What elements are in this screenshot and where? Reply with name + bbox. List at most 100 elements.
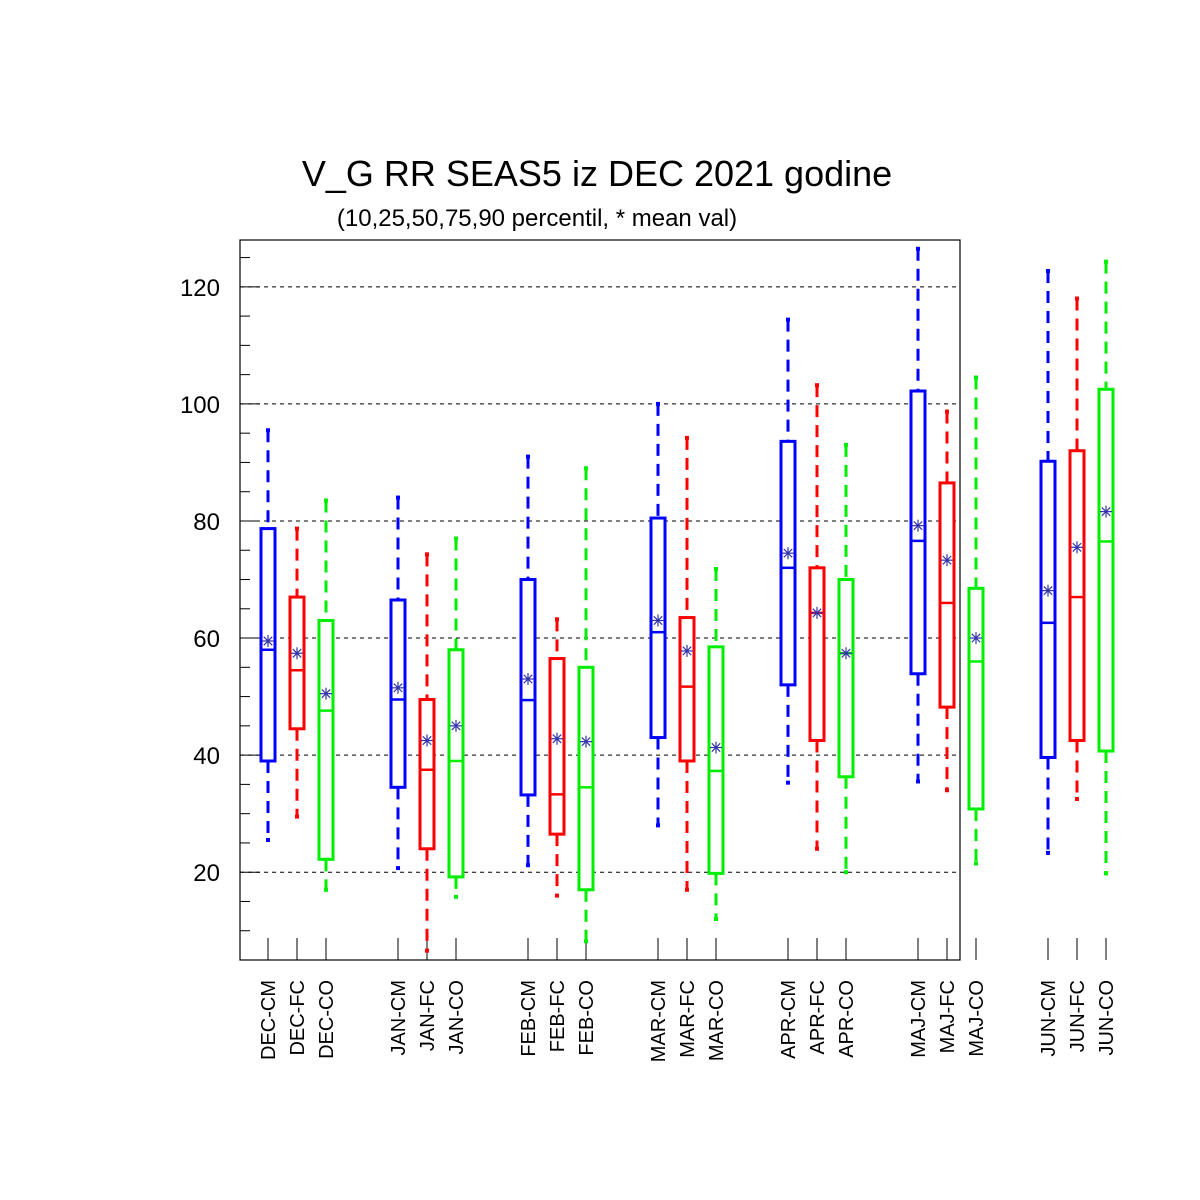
iqr-box [288, 595, 306, 731]
p90-marker [974, 375, 978, 380]
y-tick-label: 40 [193, 743, 220, 770]
iqr-box [1097, 387, 1115, 753]
p90-marker [324, 498, 328, 503]
p10-marker [1075, 797, 1079, 802]
p10-marker [656, 823, 660, 828]
mean-marker [710, 741, 722, 754]
iqr-box [779, 439, 797, 687]
p90-marker [1104, 259, 1108, 264]
p90-marker [656, 401, 660, 406]
p10-marker [425, 948, 429, 953]
p10-marker [526, 863, 530, 868]
box-maj-cm [909, 246, 927, 784]
x-tick-label: FEB-FC [547, 980, 569, 1052]
p90-marker [425, 552, 429, 557]
p10-marker [786, 780, 790, 785]
p90-marker [786, 317, 790, 322]
iqr-box [519, 578, 537, 797]
mean-marker [291, 647, 303, 660]
box-jun-cm [1039, 269, 1057, 855]
x-tick-label: JUN-FC [1067, 980, 1089, 1052]
x-tick-label: MAJ-CO [966, 980, 988, 1057]
p10-marker [324, 887, 328, 892]
iqr-box [837, 578, 855, 779]
iqr-box [577, 665, 595, 892]
box-dec-fc [288, 526, 306, 819]
p10-marker [555, 893, 559, 898]
p90-marker [945, 409, 949, 414]
x-tick-label: JAN-FC [417, 980, 439, 1051]
x-tick-label: FEB-CM [518, 980, 540, 1057]
box-jun-co [1097, 259, 1115, 876]
box-mar-fc [678, 435, 696, 892]
mean-marker [522, 673, 534, 686]
y-tick-label: 100 [180, 392, 220, 419]
iqr-box [967, 586, 985, 811]
p10-marker [1104, 871, 1108, 876]
y-tick-label: 20 [193, 860, 220, 887]
p10-marker [974, 861, 978, 866]
iqr-box [1068, 449, 1086, 742]
x-tick-label: JAN-CM [388, 980, 410, 1056]
box-jan-fc [418, 552, 436, 953]
y-tick-label: 120 [180, 275, 220, 302]
p10-marker [815, 846, 819, 851]
box-dec-cm [259, 428, 277, 842]
box-apr-fc [808, 383, 826, 851]
p10-marker [714, 917, 718, 922]
chart-title: V_G RR SEAS5 iz DEC 2021 godine [302, 153, 892, 194]
x-tick-label: MAJ-CM [908, 980, 930, 1058]
mean-marker [912, 519, 924, 532]
y-tick-label: 60 [193, 626, 220, 653]
p10-marker [844, 870, 848, 875]
iqr-box [317, 618, 335, 861]
mean-marker [421, 734, 433, 747]
iqr-box [447, 648, 465, 879]
p10-marker [454, 894, 458, 899]
p90-marker [1075, 296, 1079, 301]
mean-marker [320, 687, 332, 700]
box-mar-cm [649, 401, 667, 828]
mean-marker [782, 547, 794, 560]
mean-marker [652, 614, 664, 627]
tick-labels: 20 40 60 80 100 120 DEC-CM DEC-FC DEC-CO JAN-CM JA… [180, 275, 1118, 1062]
p10-marker [266, 838, 270, 842]
box-mar-co [707, 566, 725, 922]
mean-marker [681, 644, 693, 657]
x-tick-label: APR-FC [807, 980, 829, 1054]
chart-subtitle: (10,25,50,75,90 percentil, * mean val) [337, 205, 737, 232]
p90-marker [916, 246, 920, 251]
p90-marker [396, 495, 400, 500]
box-jan-co [447, 536, 465, 899]
iqr-box [1039, 459, 1057, 759]
boxes [259, 246, 1115, 953]
x-tick-label: DEC-CM [258, 980, 280, 1060]
p10-marker [1046, 850, 1050, 855]
mean-marker [262, 634, 274, 647]
iqr-box [548, 657, 566, 836]
p10-marker [396, 866, 400, 871]
mean-marker [1100, 505, 1112, 518]
p10-marker [945, 788, 949, 793]
box-dec-co [317, 498, 335, 892]
p90-marker [266, 428, 270, 433]
x-tick-label: DEC-FC [287, 980, 309, 1056]
iqr-box [707, 645, 725, 875]
y-tick-label: 80 [193, 509, 220, 536]
x-tick-label: FEB-CO [576, 980, 598, 1056]
iqr-box [678, 616, 696, 763]
p10-marker [295, 814, 299, 819]
iqr-box [909, 389, 927, 676]
box-apr-co [837, 442, 855, 875]
p90-marker [454, 536, 458, 541]
x-tick-label: MAR-CO [706, 980, 728, 1061]
mean-marker [450, 719, 462, 732]
p90-marker [526, 454, 530, 459]
mean-marker [551, 732, 563, 745]
mean-marker [392, 681, 404, 694]
box-maj-co [967, 375, 985, 866]
box-jan-cm [389, 495, 407, 871]
plot-frame [239, 239, 961, 961]
x-tick-label: MAJ-FC [937, 980, 959, 1053]
